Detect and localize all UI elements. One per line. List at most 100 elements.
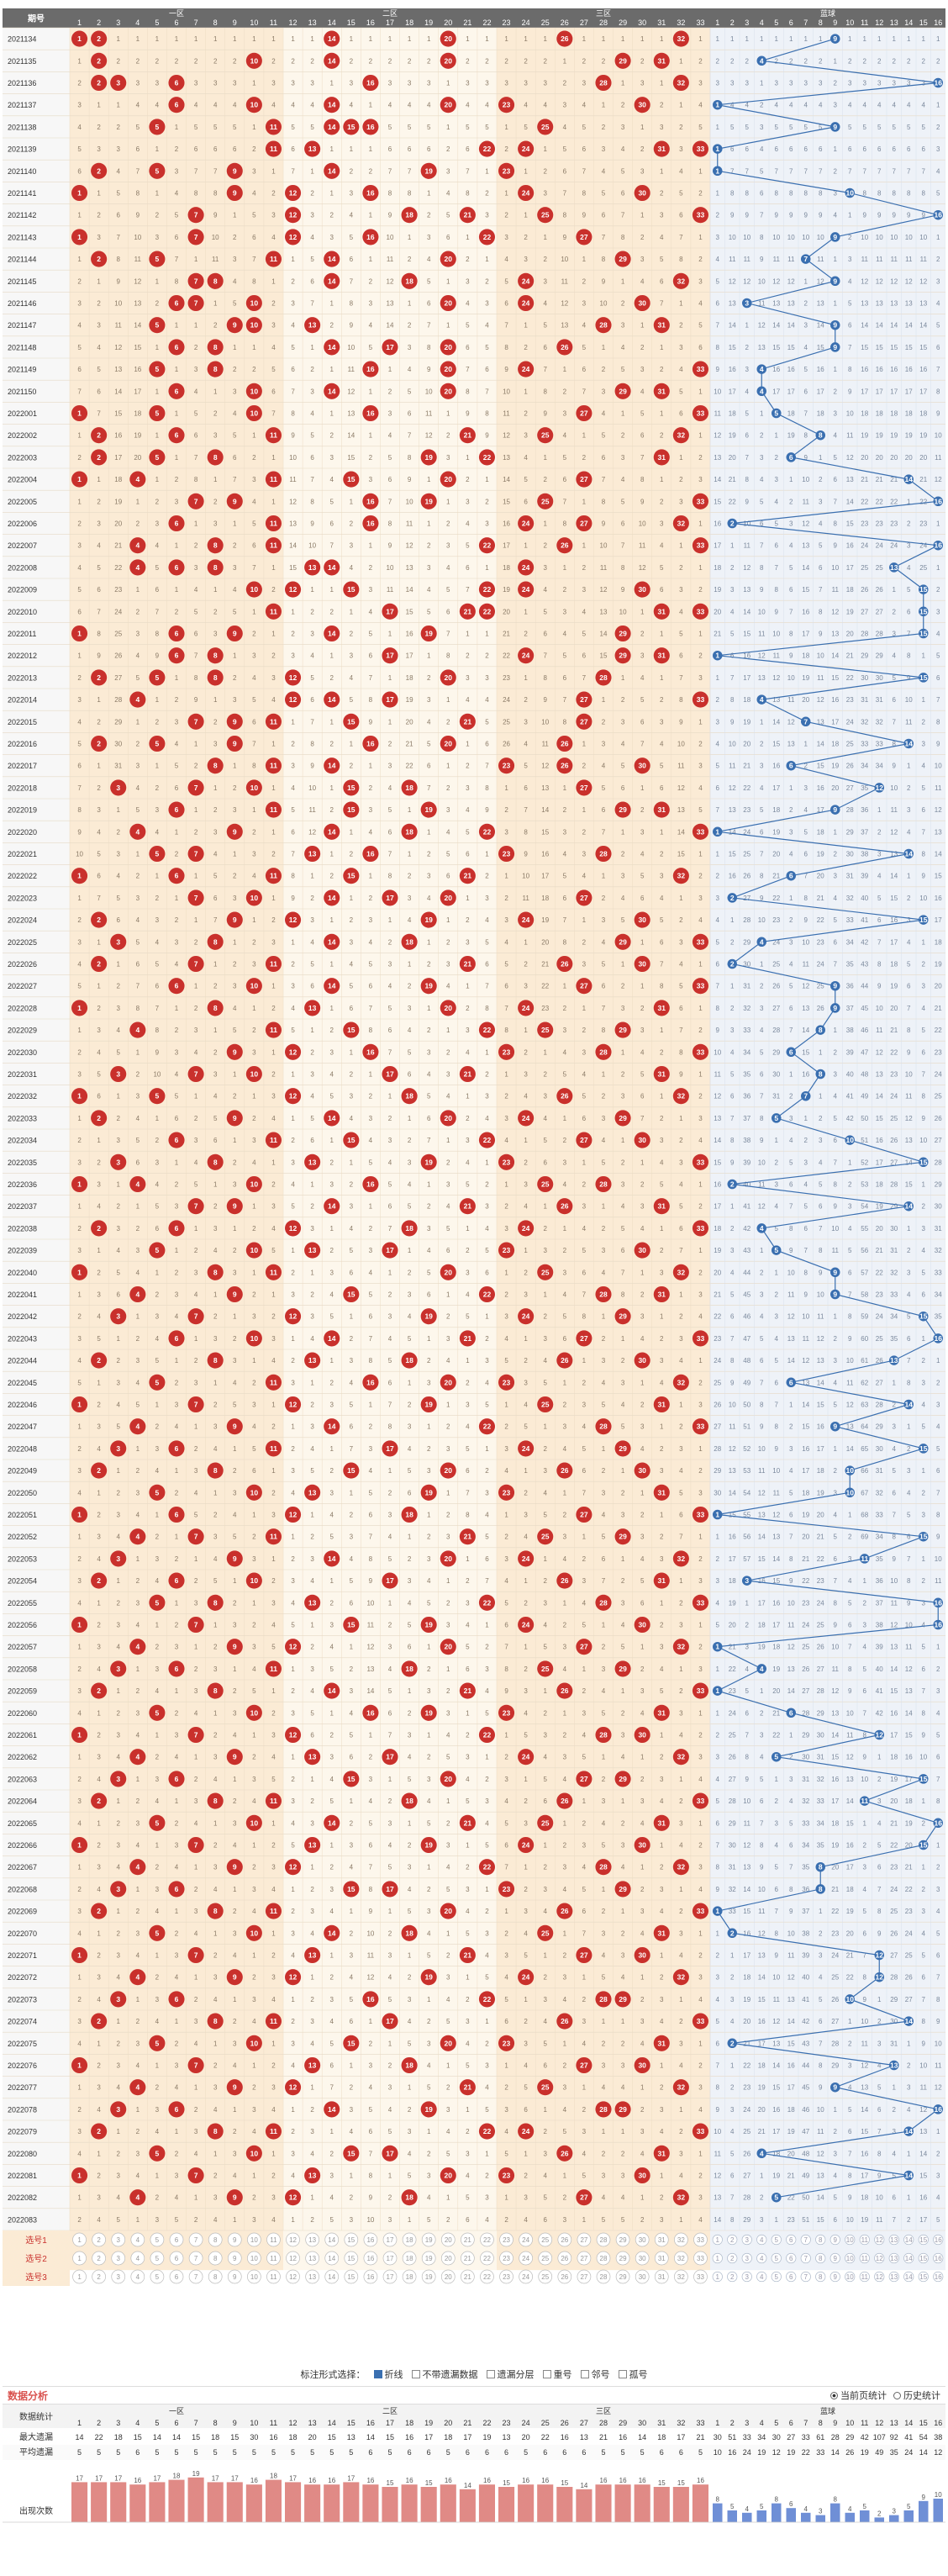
miss-count: 1	[640, 1269, 645, 1276]
miss-count: 11	[212, 256, 219, 263]
miss-count: 5	[310, 674, 314, 682]
miss-count: 10	[890, 784, 898, 792]
issue-number: 2022006	[8, 520, 37, 528]
miss-count: 3	[446, 1533, 450, 1541]
miss-count: 8	[252, 277, 256, 285]
issue-number: 2022069	[8, 1908, 37, 1916]
miss-count: 9	[789, 1247, 793, 1254]
miss-count: 1	[155, 432, 160, 440]
miss-count: 3	[233, 1709, 237, 1717]
red-ball	[265, 515, 282, 532]
miss-count: 6	[760, 1797, 764, 1805]
miss-count: 29	[876, 1423, 883, 1431]
miss-count: 4	[252, 498, 256, 505]
miss-count: 1	[863, 35, 867, 43]
miss-count: 2	[621, 1489, 625, 1497]
miss-count: 2	[775, 1291, 779, 1299]
miss-count: 15	[905, 1732, 913, 1739]
miss-count: 4	[640, 1929, 645, 1937]
miss-count: 3	[936, 608, 940, 615]
red-ball-number: 5	[155, 365, 160, 373]
miss-count: 3	[291, 983, 295, 990]
red-ball-number: 14	[328, 277, 336, 285]
miss-count: 3	[621, 873, 625, 880]
miss-count: 2	[660, 1445, 664, 1453]
miss-count: 3	[563, 1864, 567, 1871]
miss-count: 2	[544, 542, 548, 550]
miss-count: 3	[544, 277, 548, 285]
miss-count: 3	[716, 1754, 720, 1761]
miss-count: 5	[194, 1181, 198, 1189]
miss-count: 5	[760, 1776, 764, 1783]
miss-count: 3	[660, 1467, 664, 1475]
red-ball	[91, 52, 108, 69]
miss-count: 5	[427, 1819, 431, 1827]
miss-count: 7	[175, 256, 179, 263]
red-ball	[285, 184, 302, 202]
miss-count: 7	[582, 388, 587, 395]
miss-count: 24	[743, 828, 750, 836]
miss-count: 1	[369, 432, 373, 440]
miss-count: 11	[832, 1247, 840, 1254]
miss-count: 1	[77, 57, 82, 65]
red-ball-number: 25	[541, 1533, 550, 1541]
miss-count: 2	[863, 57, 867, 65]
miss-count: 14	[817, 1379, 824, 1386]
red-ball-number: 5	[155, 1819, 160, 1827]
issue-header[interactable]: 期号	[28, 13, 45, 24]
miss-count: 2	[97, 1401, 101, 1409]
miss-count: 2	[922, 1886, 926, 1893]
red-ball-number: 29	[619, 1312, 627, 1321]
miss-count: 5	[427, 1269, 431, 1276]
miss-count: 1	[660, 1225, 664, 1233]
miss-count: 3	[679, 586, 683, 594]
miss-count: 5	[679, 1489, 683, 1497]
miss-count: 36	[876, 1577, 883, 1585]
red-ball-number: 18	[405, 784, 413, 792]
miss-count: 2	[660, 1115, 664, 1122]
miss-count: 4	[77, 1709, 82, 1717]
miss-count: 4	[97, 1665, 101, 1673]
miss-count: 6	[504, 983, 508, 990]
miss-count: 9	[804, 454, 808, 462]
miss-count: 3	[640, 167, 645, 175]
miss-count: 4	[233, 1005, 237, 1012]
miss-count: 30	[729, 1842, 736, 1850]
red-ball-number: 11	[270, 805, 277, 814]
miss-count: 8	[893, 741, 897, 748]
miss-count: 1	[77, 498, 82, 505]
miss-count: 5	[466, 1181, 470, 1189]
miss-count: 1	[877, 1754, 882, 1761]
miss-count: 8	[819, 608, 823, 615]
miss-count: 1	[291, 1115, 295, 1122]
miss-count: 14	[905, 1159, 913, 1166]
red-number-header: 33	[696, 18, 704, 27]
miss-count: 4	[136, 784, 140, 792]
miss-count: 3	[213, 631, 218, 638]
red-ball	[168, 868, 185, 884]
miss-count: 8	[466, 388, 470, 395]
miss-count: 1	[194, 1754, 198, 1761]
red-ball	[226, 493, 243, 509]
miss-count: 14	[802, 564, 809, 572]
miss-count: 3	[544, 1247, 548, 1254]
miss-count: 4	[97, 1555, 101, 1563]
miss-count: 1	[922, 652, 926, 660]
miss-count: 33	[861, 741, 868, 748]
red-ball-number: 17	[386, 894, 394, 902]
miss-count: 7	[194, 652, 198, 660]
miss-count: 1	[271, 1819, 276, 1827]
miss-count: 1	[544, 234, 548, 241]
miss-count: 2	[213, 608, 218, 615]
miss-count: 2	[679, 564, 683, 572]
miss-count: 4	[563, 1776, 567, 1783]
red-ball-number: 5	[155, 1488, 160, 1497]
miss-count: 3	[582, 1203, 587, 1211]
miss-count: 1	[175, 35, 179, 43]
miss-count: 6	[679, 212, 683, 219]
miss-count: 6	[679, 1005, 683, 1012]
miss-count: 2	[310, 57, 314, 65]
miss-count: 1	[660, 410, 664, 418]
miss-count: 20	[729, 454, 736, 462]
miss-count: 2	[679, 124, 683, 131]
